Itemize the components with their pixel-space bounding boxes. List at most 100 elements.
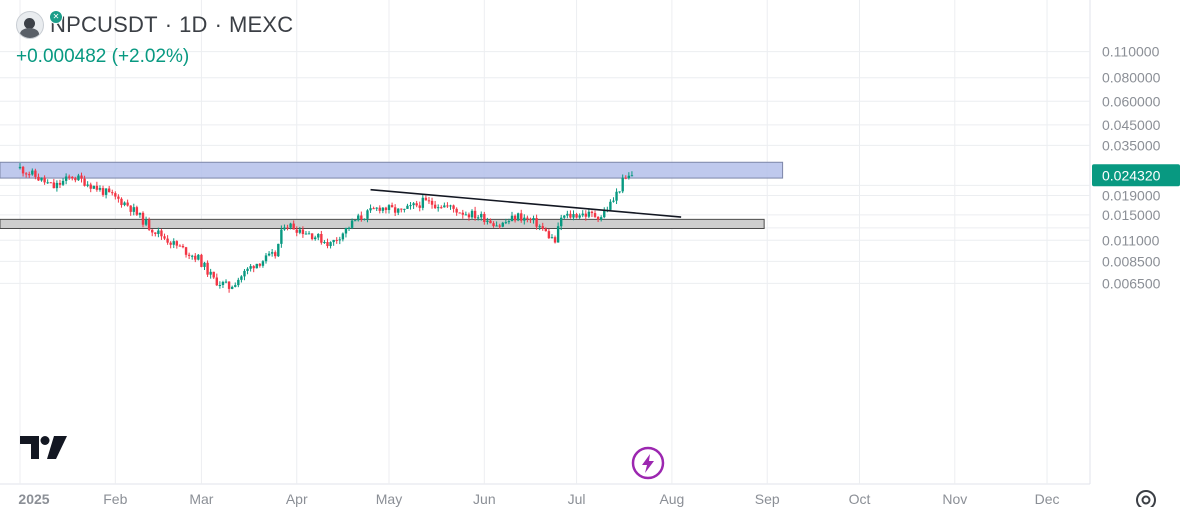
candle	[590, 210, 594, 218]
candle	[221, 280, 225, 289]
candle	[523, 214, 526, 225]
candle	[267, 251, 271, 257]
candle	[516, 212, 520, 222]
candle	[289, 222, 292, 230]
x-tick-label: Mar	[189, 491, 213, 507]
interval-label[interactable]: 1D	[179, 12, 208, 37]
candle	[86, 181, 89, 188]
candle	[347, 226, 351, 232]
candle	[563, 214, 566, 220]
candle	[129, 205, 132, 216]
candle	[107, 185, 111, 193]
candle	[538, 224, 541, 231]
candle	[200, 253, 203, 268]
x-tick-label: Oct	[849, 491, 871, 507]
exchange-badge-icon: ✕	[49, 10, 63, 24]
candle	[172, 238, 175, 249]
separator-dot: ·	[214, 12, 222, 37]
candle	[449, 204, 452, 210]
x-tick-label: Dec	[1035, 491, 1060, 507]
candle	[520, 209, 523, 223]
time-axis[interactable]: 2025 Feb Mar Apr May Jun Jul Aug Sep Oct Nov Dec	[18, 491, 1059, 507]
candle	[111, 189, 114, 196]
candle	[138, 212, 142, 218]
candle	[154, 232, 157, 237]
candle	[166, 235, 169, 245]
candle	[341, 232, 345, 242]
candle	[24, 172, 28, 178]
resistance-zone[interactable]	[0, 161, 784, 179]
candle	[495, 221, 498, 227]
candle	[544, 227, 548, 232]
x-tick-label: Feb	[103, 491, 127, 507]
gear-icon[interactable]	[1136, 490, 1156, 507]
lightning-icon[interactable]	[631, 446, 665, 480]
candle	[43, 175, 46, 185]
candle	[357, 213, 360, 222]
candle	[418, 201, 421, 212]
candle	[437, 204, 440, 212]
candle	[144, 216, 148, 227]
candle	[277, 243, 280, 257]
candle	[270, 249, 274, 257]
candle	[74, 176, 77, 183]
candle	[409, 202, 412, 210]
candle	[92, 185, 95, 190]
candle	[249, 263, 252, 272]
candle	[498, 223, 501, 229]
candle	[61, 178, 65, 187]
candle	[464, 211, 468, 216]
y-tick-label: 0.008500	[1102, 253, 1161, 269]
candle	[52, 178, 56, 189]
candle	[58, 179, 62, 189]
y-tick-label: 0.006500	[1102, 275, 1161, 291]
candle	[261, 260, 265, 268]
candle	[578, 213, 581, 219]
x-tick-label: May	[376, 491, 402, 507]
candle	[135, 205, 139, 216]
price-axis[interactable]: 0.110000 0.080000 0.060000 0.045000 0.035000…	[1102, 44, 1161, 292]
candle	[237, 277, 240, 288]
candle	[28, 171, 31, 178]
candle	[612, 197, 615, 203]
last-price-label: 0.024320	[1102, 167, 1161, 183]
candle	[286, 224, 289, 231]
candle	[215, 273, 218, 287]
symbol-name[interactable]: NPCUSDT	[50, 12, 158, 37]
candle	[283, 224, 286, 231]
candle	[618, 191, 621, 194]
candle	[320, 230, 323, 245]
x-tick-label: Apr	[286, 491, 308, 507]
candle	[393, 204, 397, 217]
candle	[630, 171, 634, 177]
candle	[593, 210, 597, 218]
candle	[307, 231, 311, 235]
candle	[513, 214, 517, 223]
candle	[483, 211, 486, 225]
candle	[323, 240, 326, 244]
candle	[187, 252, 191, 260]
candle	[224, 279, 228, 284]
support-zone[interactable]	[0, 218, 765, 229]
candle	[71, 176, 74, 181]
candle	[473, 206, 477, 221]
candle	[443, 202, 446, 208]
candle	[147, 217, 151, 231]
candle	[114, 191, 117, 200]
candle	[599, 215, 603, 222]
candle	[157, 227, 160, 238]
candle	[310, 233, 314, 241]
candle	[553, 235, 557, 244]
candle	[141, 211, 145, 228]
tradingview-logo-icon[interactable]	[20, 436, 68, 462]
trendline[interactable]	[370, 188, 682, 218]
candle	[80, 172, 83, 183]
candle	[526, 215, 529, 223]
candle	[126, 199, 129, 207]
candle	[292, 220, 295, 230]
candle	[470, 209, 474, 220]
candle	[117, 194, 120, 203]
candle	[430, 197, 434, 209]
candle	[507, 218, 511, 225]
